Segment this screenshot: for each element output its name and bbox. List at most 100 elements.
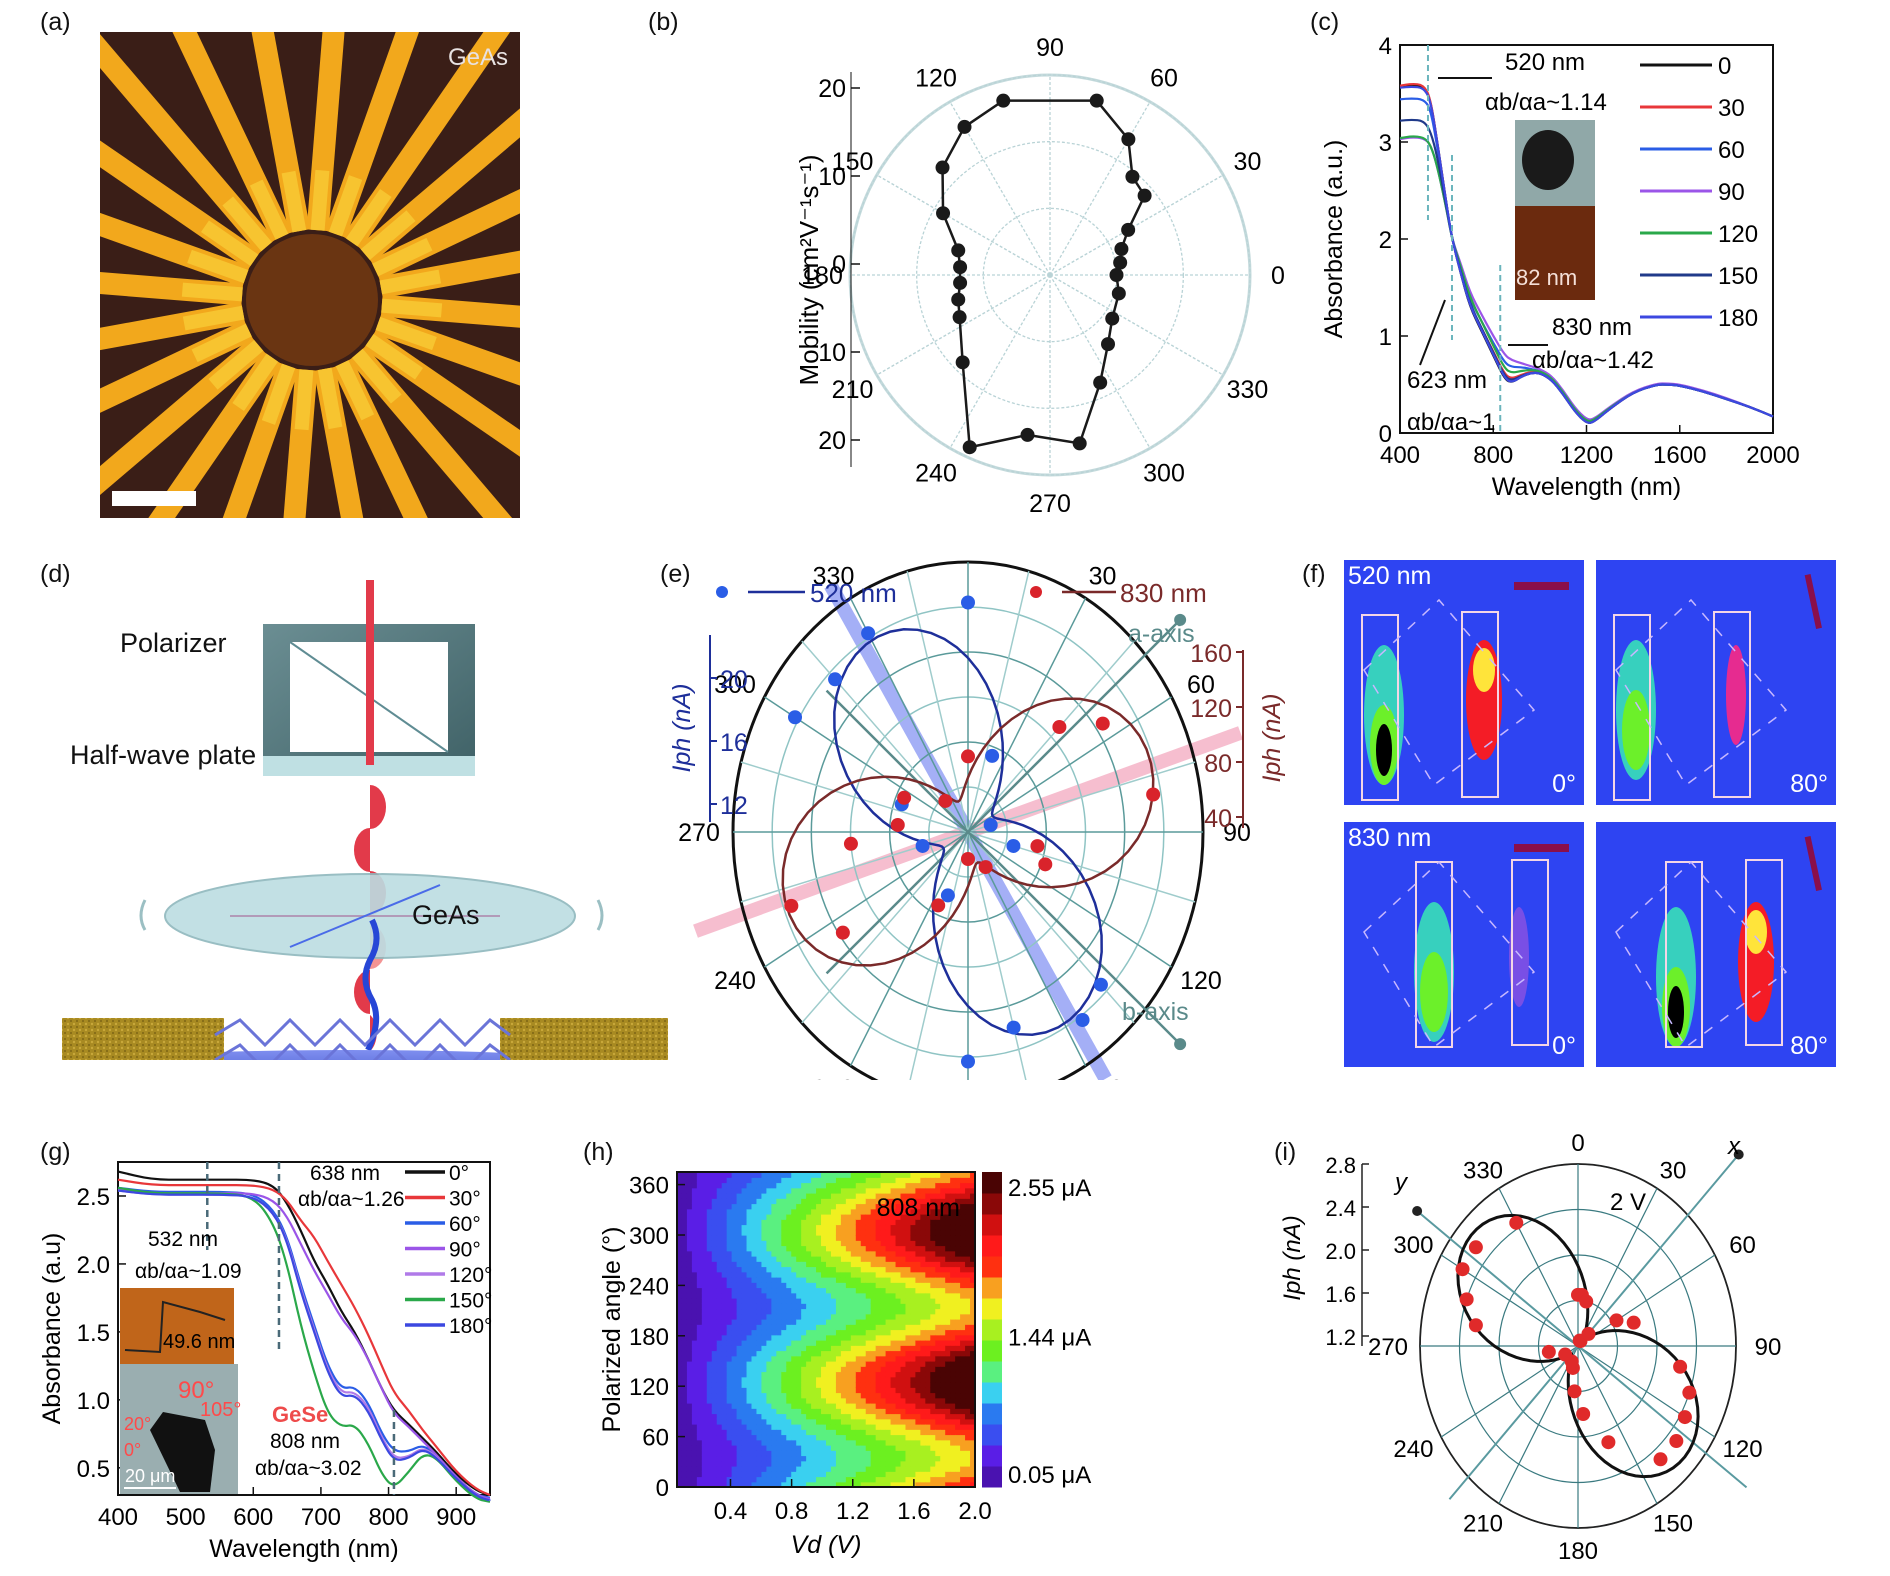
heatmap-cell: [826, 1214, 832, 1220]
heatmap-cell: [701, 1261, 708, 1268]
heatmap-cell: [955, 1324, 961, 1331]
heatmap-cell: [756, 1319, 763, 1325]
heatmap-cell: [855, 1429, 862, 1436]
heatmap-cell: [701, 1408, 708, 1415]
heatmap-cell: [691, 1413, 698, 1420]
photocurrent-map: 80°: [1596, 822, 1836, 1067]
heatmap-cell: [696, 1219, 703, 1226]
heatmap-cell: [945, 1408, 951, 1415]
heatmap-cell: [970, 1471, 976, 1478]
heatmap-cell: [920, 1429, 926, 1436]
inset-thickness-label: 82 nm: [1516, 265, 1577, 290]
heatmap-cell: [955, 1471, 961, 1478]
heatmap-cell: [955, 1350, 961, 1357]
geas-flake: [246, 234, 378, 366]
heatmap-cell: [711, 1366, 718, 1373]
heatmap-cell: [741, 1208, 748, 1215]
heatmap-cell: [701, 1198, 708, 1205]
heatmap-cell: [706, 1476, 713, 1483]
heatmap-cell: [895, 1282, 902, 1289]
colorbar-segment: [982, 1340, 1002, 1362]
heatmap-cell: [816, 1408, 822, 1415]
heatmap-cell: [905, 1208, 912, 1215]
heatmap-cell: [811, 1392, 817, 1399]
heatmap-cell: [801, 1250, 807, 1257]
heatmap-cell: [711, 1466, 718, 1472]
data-point: [1455, 1262, 1470, 1277]
heatmap-cell: [796, 1261, 802, 1268]
heatmap-cell: [801, 1413, 807, 1420]
angle-label: 180: [801, 262, 843, 290]
heatmap-cell: [935, 1450, 941, 1457]
heatmap-cell: [860, 1471, 867, 1478]
electrode-tip: [200, 220, 259, 267]
heatmap-cell: [826, 1361, 832, 1367]
heatmap-cell: [915, 1439, 921, 1446]
heatmap-cell: [840, 1277, 847, 1283]
heatmap-cell: [731, 1350, 738, 1357]
heatmap-cell: [965, 1292, 971, 1299]
heatmap-cell: [865, 1361, 872, 1367]
heatmap-cell: [826, 1439, 832, 1446]
heatmap-cell: [925, 1429, 931, 1436]
heatmap-cell: [855, 1282, 862, 1289]
heatmap-cell: [756, 1361, 763, 1367]
heatmap-cell: [731, 1455, 738, 1462]
heatmap-cell: [771, 1208, 777, 1215]
heatmap-cell: [776, 1350, 782, 1357]
heatmap-cell: [920, 1382, 926, 1388]
heatmap-cell: [791, 1193, 797, 1199]
heatmap-cell: [910, 1245, 916, 1252]
heatmap-cell: [816, 1198, 822, 1205]
heatmap-cell: [781, 1439, 787, 1446]
heatmap-cell: [796, 1277, 802, 1283]
heatmap-cell: [920, 1460, 926, 1467]
heatmap-cell: [706, 1282, 713, 1289]
heatmap-cell: [960, 1250, 966, 1257]
heatmap-cell: [945, 1403, 951, 1409]
heatmap-cell: [806, 1182, 812, 1189]
heatmap-cell: [721, 1324, 728, 1331]
heatmap-cell: [945, 1340, 951, 1346]
heatmap-cell: [751, 1408, 758, 1415]
heatmap-cell: [736, 1308, 743, 1315]
heatmap-cell: [771, 1235, 777, 1241]
mobility-data-point: [962, 440, 977, 455]
heatmap-cell: [746, 1187, 753, 1194]
heatmap-cell: [741, 1282, 748, 1289]
heatmap-cell: [900, 1413, 907, 1420]
heatmap-cell: [766, 1397, 772, 1404]
heatmap-cell: [890, 1424, 897, 1430]
heatmap-cell: [746, 1355, 753, 1362]
heatmap-cell: [806, 1271, 812, 1278]
heatmap-cell: [915, 1198, 921, 1205]
x-tick-label: 2.0: [958, 1498, 991, 1525]
heatmap-cell: [865, 1340, 872, 1346]
heatmap-cell: [691, 1303, 698, 1310]
heatmap-cell: [965, 1408, 971, 1415]
heatmap-cell: [736, 1382, 743, 1388]
heatmap-cell: [706, 1319, 713, 1325]
heatmap-cell: [950, 1256, 956, 1262]
heatmap-cell: [776, 1198, 782, 1205]
heatmap-cell: [786, 1471, 792, 1478]
heatmap-cell: [845, 1329, 852, 1336]
heatmap-cell: [845, 1434, 852, 1441]
heatmap-cell: [711, 1418, 718, 1425]
heatmap-cell: [915, 1329, 921, 1336]
heatmap-cell: [796, 1235, 802, 1241]
heatmap-cell: [895, 1193, 902, 1199]
heatmap-cell: [895, 1361, 902, 1367]
data-point: [890, 817, 905, 832]
heatmap-cell: [711, 1434, 718, 1441]
heatmap-cell: [905, 1455, 912, 1462]
heatmap-cell: [865, 1214, 872, 1220]
heatmap-cell: [691, 1329, 698, 1336]
heatmap-cell: [900, 1355, 907, 1362]
heatmap-cell: [945, 1434, 951, 1441]
heatmap-cell: [736, 1193, 743, 1199]
heatmap-cell: [895, 1397, 902, 1404]
legend-label-520: 520 nm: [810, 578, 897, 608]
heatmap-cell: [895, 1319, 902, 1325]
annotation-638nm-ratio: αb/αa~1.26: [298, 1188, 405, 1211]
